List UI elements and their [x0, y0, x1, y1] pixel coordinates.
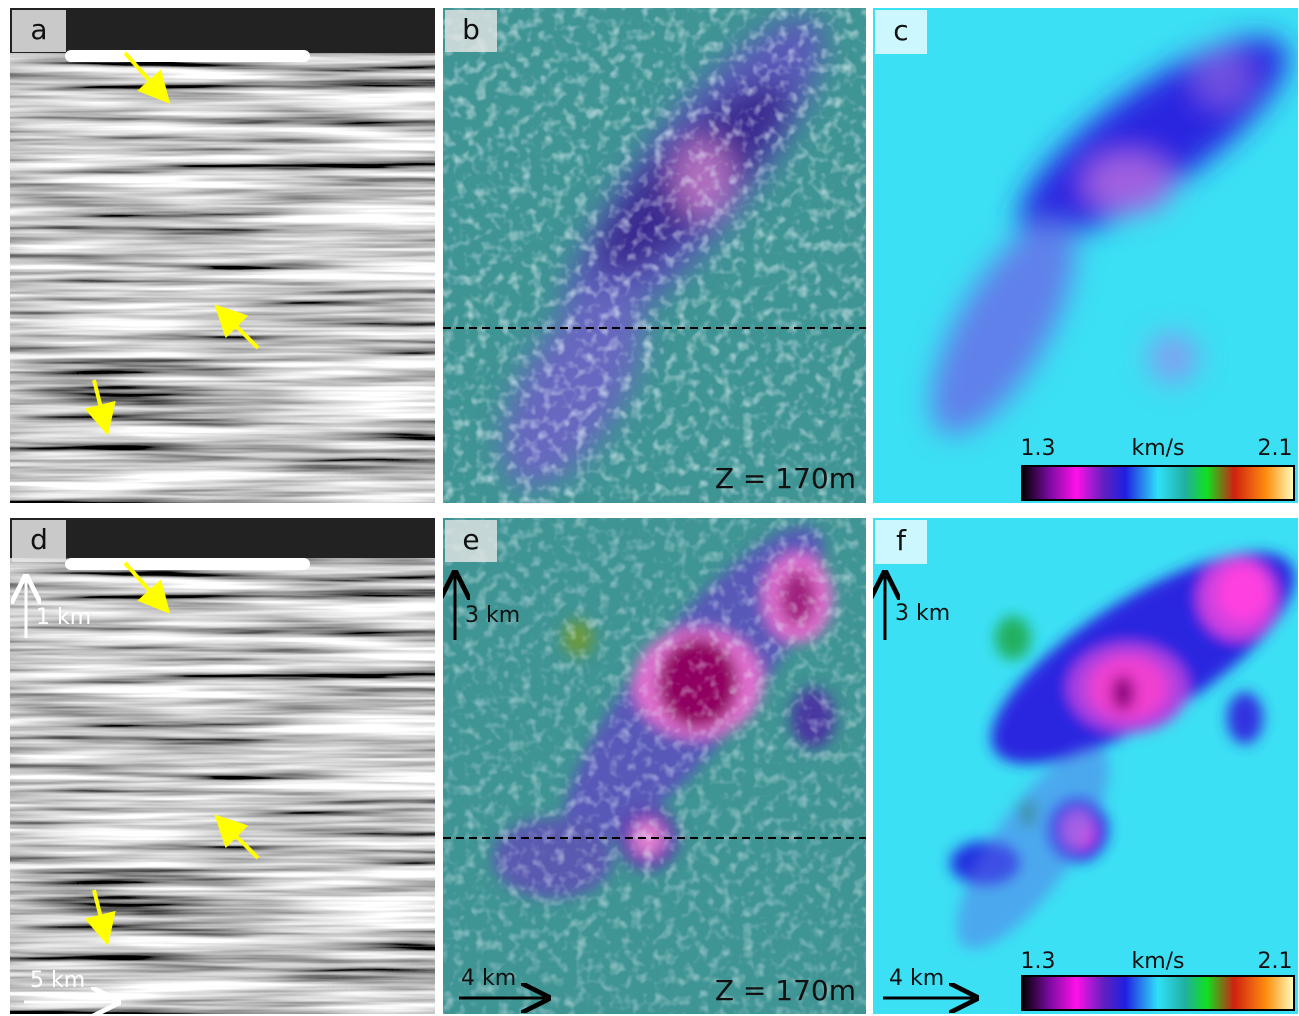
scale-label: 1 km [36, 605, 91, 630]
panel-a: a [10, 8, 436, 503]
noise [443, 518, 866, 1014]
panel-b: b Z = 170m [443, 0, 866, 508]
panel-label: a [30, 13, 47, 46]
colorbar-min: 1.3 [1021, 949, 1056, 974]
sea-band [10, 518, 436, 558]
depth-label: Z = 170m [715, 462, 856, 495]
scale-label: 3 km [465, 603, 520, 628]
sea-band [10, 8, 436, 53]
shape [1083, 153, 1173, 213]
colorbar-min: 1.3 [1021, 436, 1056, 461]
shape [1111, 675, 1135, 711]
panel-d: d 1 km 5 km [10, 518, 436, 1014]
scale-label: 3 km [895, 601, 950, 626]
depth-label: Z = 170m [715, 974, 856, 1007]
colorbar [1022, 976, 1294, 1010]
panel-c: c 1.3 km/s 2.1 [873, 5, 1299, 503]
panel-label: c [893, 14, 908, 47]
seafloor [65, 558, 310, 570]
colorbar [1022, 466, 1294, 500]
colorbar-max: 2.1 [1258, 949, 1293, 974]
shape [1193, 48, 1253, 108]
colorbar-unit: km/s [1131, 436, 1184, 461]
figure: a d 1 km 5 km b Z = 170m e 3 km 4 km [0, 0, 1299, 1016]
panel-label: f [896, 524, 907, 557]
panel-e: e 3 km 4 km Z = 170m [443, 497, 866, 1014]
scale-label: 4 km [889, 966, 944, 991]
shape [1218, 565, 1268, 621]
shape [995, 616, 1031, 660]
seismic-image [10, 8, 436, 503]
scale-label: 4 km [461, 966, 516, 991]
shape [1148, 333, 1198, 383]
seafloor [65, 50, 310, 62]
colorbar-unit: km/s [1131, 949, 1184, 974]
seismic-image [10, 518, 436, 1014]
panel-f: f 3 km 4 km 1.3 km/s 2.1 [873, 514, 1299, 1014]
noise [443, 8, 866, 503]
panel-label: b [462, 13, 480, 46]
panel-label: d [30, 523, 48, 556]
scale-label: 5 km [30, 968, 85, 993]
shape [1227, 692, 1263, 744]
panel-label: e [462, 523, 479, 556]
colorbar-max: 2.1 [1258, 436, 1293, 461]
